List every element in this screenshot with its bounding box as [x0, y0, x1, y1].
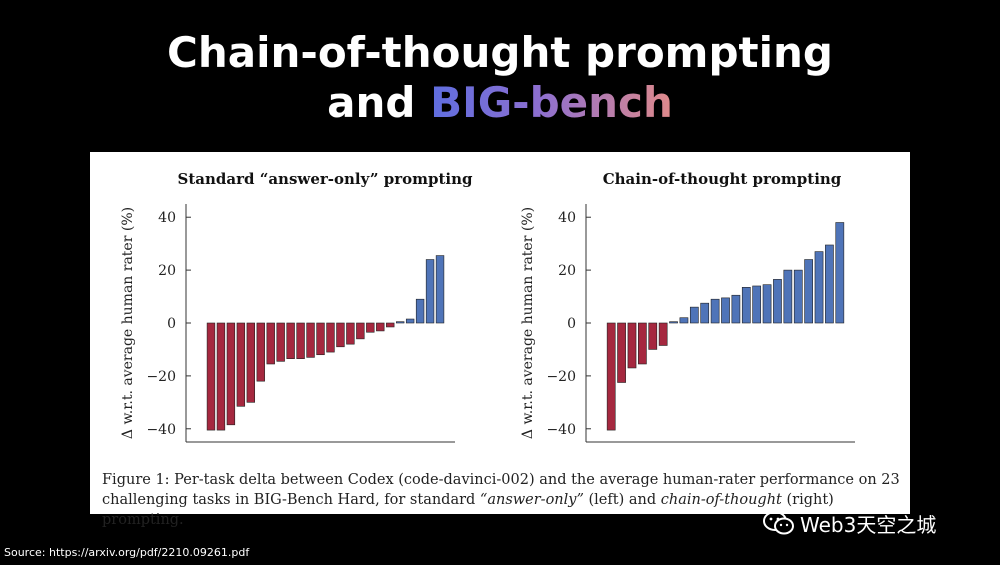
bar	[793, 269, 803, 324]
bar	[306, 322, 315, 358]
bar	[366, 322, 375, 333]
figure-caption: Figure 1: Per-task delta between Codex (…	[102, 470, 902, 530]
bar	[721, 297, 730, 324]
bar	[286, 322, 295, 360]
bar	[710, 298, 720, 324]
y-axis-label: Δ w.r.t. average human rater (%)	[520, 207, 536, 439]
caption-text-2: (left) and	[583, 492, 661, 508]
chart-left: Standard “answer-only” prompting Δ w.r.t.…	[120, 170, 474, 443]
bar	[206, 322, 216, 431]
watermark-text: Web3天空之城	[800, 512, 937, 537]
y-axis-label: Δ w.r.t. average human rater (%)	[120, 207, 136, 439]
bar	[658, 322, 668, 346]
bar	[783, 269, 793, 324]
bar	[346, 322, 355, 345]
y-tick-label: −20	[146, 369, 176, 385]
bar	[762, 284, 772, 324]
bar	[700, 302, 710, 324]
y-tick-label: −40	[146, 422, 176, 438]
bar	[376, 322, 385, 332]
bar	[216, 322, 226, 431]
slide-title-highlight: BIG-bench	[430, 78, 673, 127]
y-tick-label: 20	[158, 263, 176, 279]
bar	[804, 259, 813, 324]
bar	[669, 321, 678, 324]
y-tick-label: −40	[546, 422, 576, 438]
bar	[606, 322, 616, 431]
caption-text-3: (right) prompting.	[102, 492, 834, 528]
bar	[814, 251, 824, 324]
caption-emphasis-1: “answer-only”	[479, 492, 584, 508]
bar	[316, 322, 325, 356]
bar	[415, 298, 425, 324]
y-tick-label: 20	[558, 263, 576, 279]
bar	[266, 322, 275, 365]
bar	[236, 322, 246, 407]
bar	[752, 285, 762, 324]
watermark: Web3天空之城	[762, 508, 936, 538]
source-line: Source: https://arxiv.org/pdf/2210.09261…	[4, 546, 250, 559]
chart-title: Chain-of-thought prompting	[603, 170, 842, 188]
slide-title: Chain-of-thought prompting and BIG-bench	[0, 28, 1000, 128]
bar	[276, 322, 285, 362]
bar	[648, 322, 658, 350]
bar	[336, 322, 345, 348]
y-tick-label: 0	[567, 316, 576, 332]
bar	[617, 322, 626, 383]
chart-title: Standard “answer-only” prompting	[178, 170, 474, 188]
bar	[296, 322, 305, 360]
bar	[256, 322, 265, 382]
y-tick-label: 40	[158, 210, 176, 226]
slide-title-line2: and BIG-bench	[0, 78, 1000, 128]
slide-title-line1: Chain-of-thought prompting	[167, 28, 833, 77]
bar	[405, 318, 415, 324]
bar	[773, 279, 782, 324]
bar	[835, 222, 845, 324]
slide-title-line2-prefix: and	[327, 78, 431, 127]
bar	[425, 259, 435, 324]
bar	[246, 322, 255, 403]
bar	[689, 306, 699, 324]
figure-panel: Standard “answer-only” prompting Δ w.r.t.…	[90, 152, 910, 528]
y-tick-label: 0	[167, 316, 176, 332]
y-tick-label: −20	[546, 369, 576, 385]
bar	[395, 321, 405, 324]
bar	[627, 322, 637, 369]
chart-right: Chain-of-thought prompting Δ w.r.t. avera…	[520, 170, 855, 443]
wechat-icon	[763, 511, 794, 535]
bar	[741, 287, 751, 324]
bar	[226, 322, 236, 426]
bar	[825, 244, 834, 324]
caption-emphasis-2: chain-of-thought	[660, 492, 782, 508]
bar	[731, 294, 741, 324]
caption-text-1: Figure 1: Per-task delta between Codex (…	[102, 472, 900, 508]
y-tick-label: 40	[558, 210, 576, 226]
bar	[326, 322, 335, 353]
bar	[386, 322, 395, 328]
bar	[638, 322, 647, 365]
bar	[679, 317, 689, 324]
bar	[356, 322, 365, 340]
bar	[435, 255, 445, 324]
